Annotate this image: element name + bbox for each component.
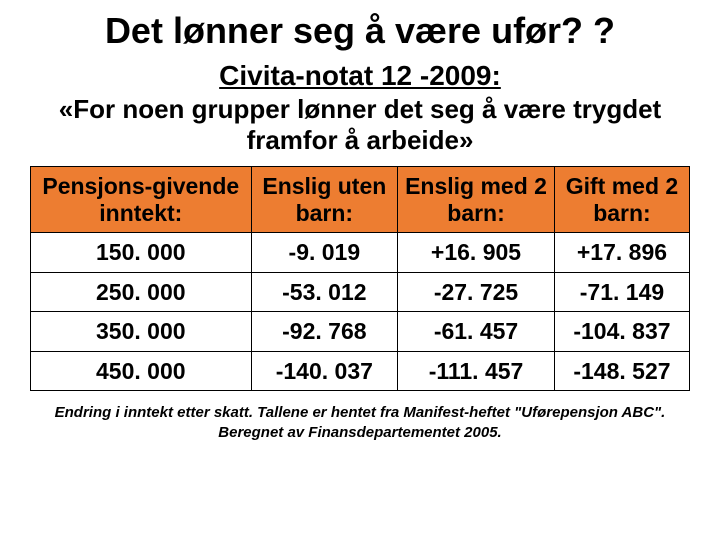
col-header-0: Pensjons-givende inntekt: — [31, 167, 252, 233]
quote-text: «For noen grupper lønner det seg å være … — [30, 94, 690, 156]
cell: 150. 000 — [31, 233, 252, 272]
cell: -9. 019 — [251, 233, 398, 272]
col-header-1: Enslig uten barn: — [251, 167, 398, 233]
cell: -61. 457 — [398, 312, 555, 351]
cell: -71. 149 — [554, 272, 689, 311]
table-container: Pensjons-givende inntekt: Enslig uten ba… — [30, 166, 690, 391]
cell: +16. 905 — [398, 233, 555, 272]
cell: 250. 000 — [31, 272, 252, 311]
income-table: Pensjons-givende inntekt: Enslig uten ba… — [30, 166, 690, 391]
page-title: Det lønner seg å være ufør? ? — [30, 10, 690, 52]
subtitle: Civita-notat 12 -2009: — [30, 60, 690, 92]
table-header-row: Pensjons-givende inntekt: Enslig uten ba… — [31, 167, 690, 233]
table-row: 150. 000 -9. 019 +16. 905 +17. 896 — [31, 233, 690, 272]
cell: -92. 768 — [251, 312, 398, 351]
col-header-2: Enslig med 2 barn: — [398, 167, 555, 233]
cell: 350. 000 — [31, 312, 252, 351]
cell: -148. 527 — [554, 351, 689, 390]
table-row: 250. 000 -53. 012 -27. 725 -71. 149 — [31, 272, 690, 311]
cell: +17. 896 — [554, 233, 689, 272]
cell: -140. 037 — [251, 351, 398, 390]
footer-note: Endring i inntekt etter skatt. Tallene e… — [30, 403, 690, 442]
table-row: 450. 000 -140. 037 -111. 457 -148. 527 — [31, 351, 690, 390]
cell: -111. 457 — [398, 351, 555, 390]
col-header-3: Gift med 2 barn: — [554, 167, 689, 233]
cell: -104. 837 — [554, 312, 689, 351]
table-row: 350. 000 -92. 768 -61. 457 -104. 837 — [31, 312, 690, 351]
cell: -53. 012 — [251, 272, 398, 311]
cell: -27. 725 — [398, 272, 555, 311]
cell: 450. 000 — [31, 351, 252, 390]
